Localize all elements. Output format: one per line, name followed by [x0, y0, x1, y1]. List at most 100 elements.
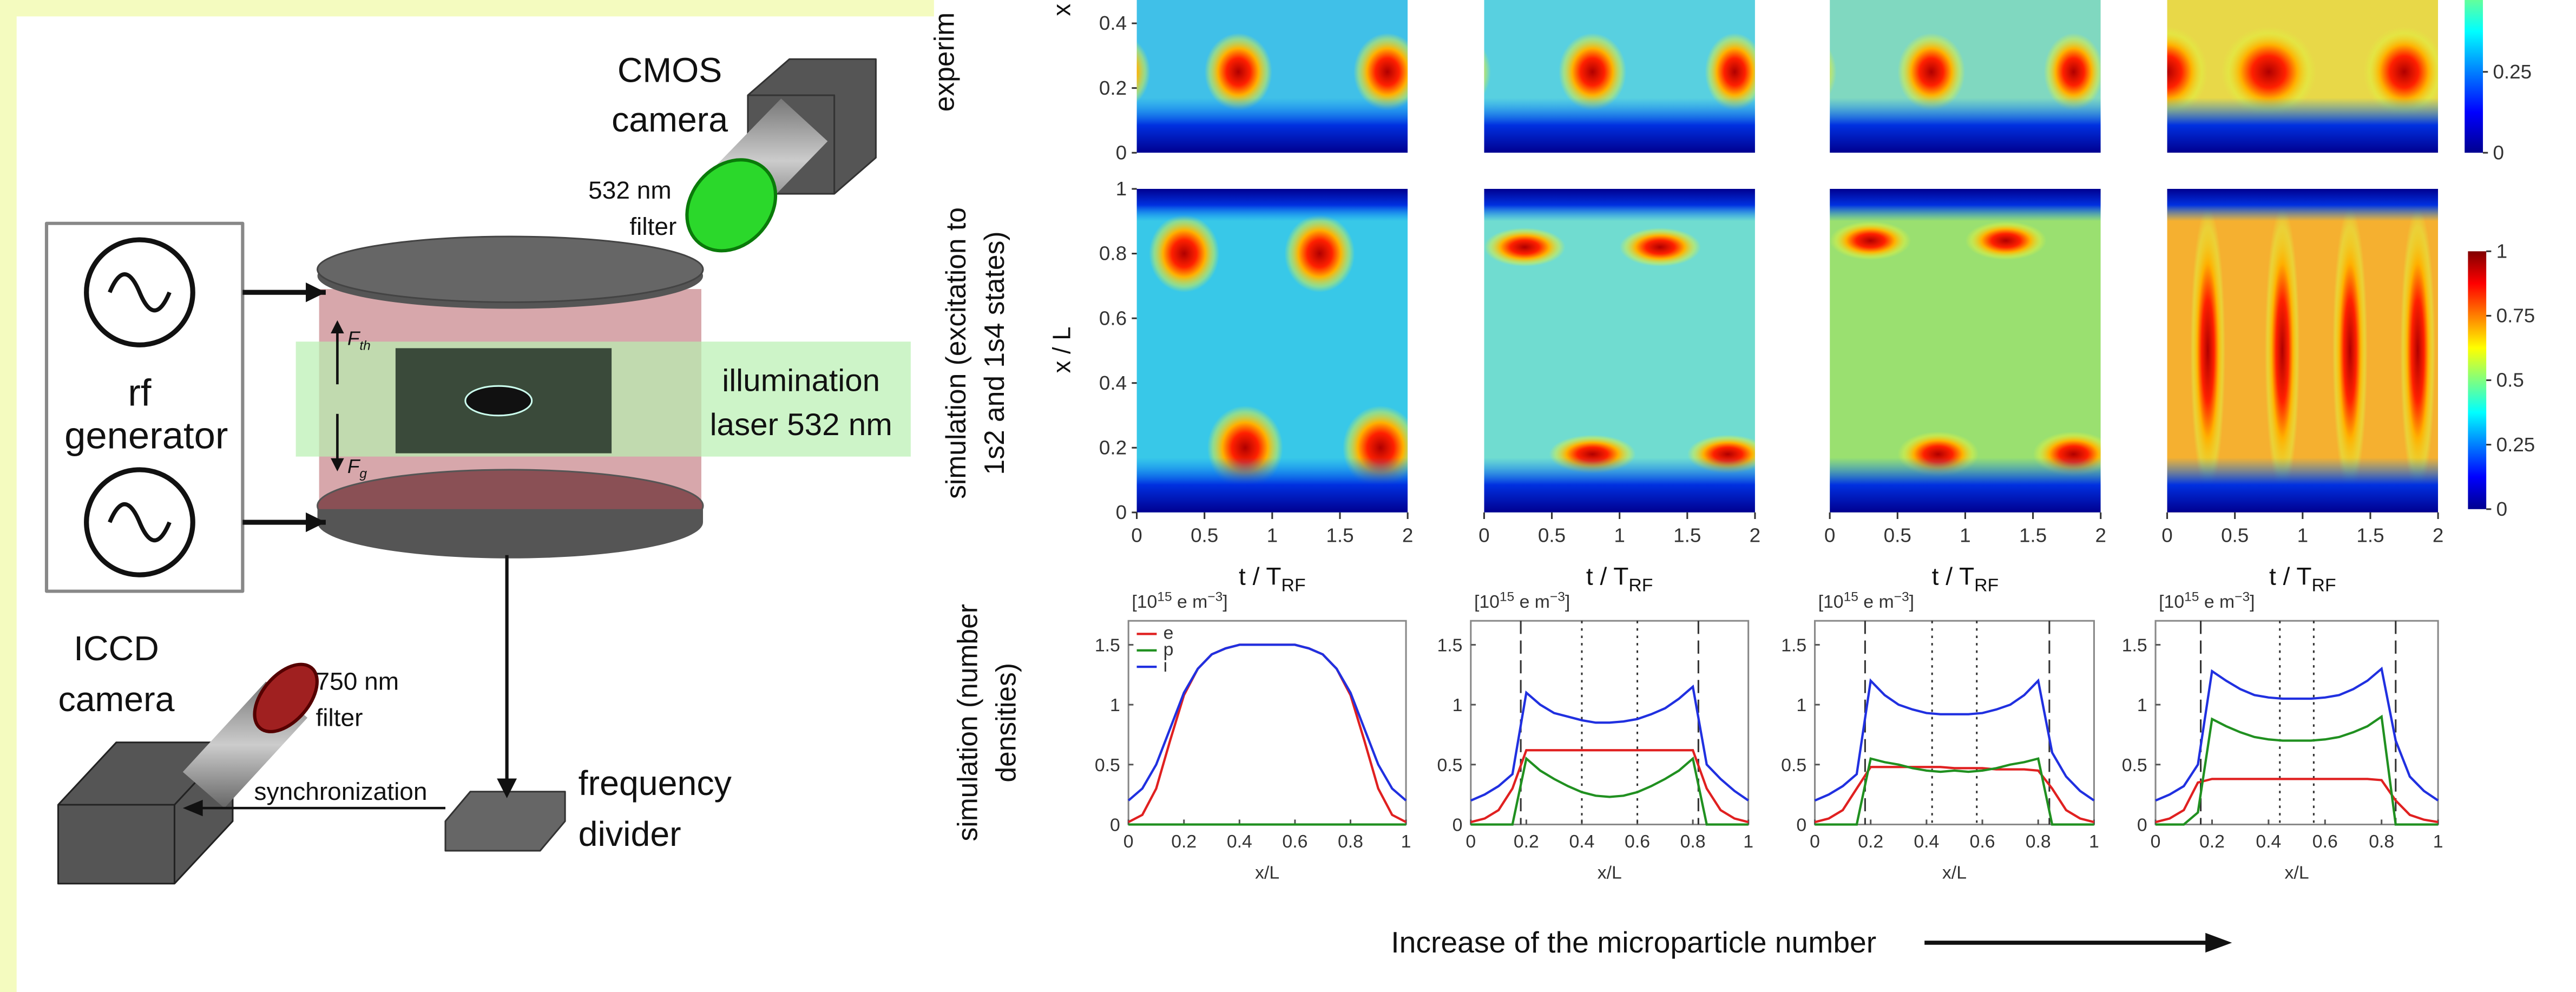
heatmap	[1136, 188, 1408, 513]
y-tick-label: 0	[1116, 501, 1127, 523]
label-part: 15	[1500, 590, 1514, 605]
label-part: ]	[2250, 592, 2255, 612]
heatmap	[2167, 188, 2439, 513]
label-part: [10	[1818, 592, 1844, 612]
heatmap-blob	[2332, 205, 2368, 496]
x-tick-label: 0.6	[1625, 832, 1650, 852]
colorbar	[2465, 0, 2483, 153]
y-tick-label: 1	[1110, 695, 1120, 715]
axis-label: x / L	[1048, 326, 1075, 373]
heatmap-blob	[2043, 33, 2101, 111]
row-label: 1s2 and 1s4 states)	[978, 231, 1010, 475]
unit-label: [1015 e m−3]	[1132, 590, 1227, 612]
x-tick-label: 0.2	[1858, 832, 1883, 852]
row-label: experim	[928, 12, 960, 111]
density-line	[1470, 684, 1749, 802]
x-tick-label: 0.4	[1914, 832, 1939, 852]
unit-label: [1015 e m−3]	[1474, 590, 1570, 612]
generator-box	[44, 221, 245, 593]
x-tick-label: 0	[1131, 524, 1142, 547]
x-tick-label: 0.4	[2256, 832, 2281, 852]
heatmap-blob	[1284, 214, 1355, 293]
legend-label: p	[1164, 640, 1174, 660]
y-tick-label: 0	[1453, 816, 1463, 836]
colorbar-tick-label: 0.25	[2496, 433, 2535, 456]
heatmap-blob	[1484, 227, 1566, 267]
label: 532 nm	[588, 176, 672, 204]
sheath-band	[2167, 457, 2439, 513]
x-tick-label: 0	[1478, 524, 1489, 547]
label: filter	[316, 704, 363, 732]
y-tick-label: 0.5	[1781, 756, 1806, 776]
colorbar-tick-label: 0.5	[2493, 0, 2520, 2]
label-part: e m	[1514, 592, 1550, 612]
y-tick-label: 0.6	[1099, 307, 1127, 329]
label-part: RF	[1628, 576, 1653, 596]
x-tick-label: 0.2	[1514, 832, 1539, 852]
sheath-band	[1136, 188, 1408, 221]
colorbar-tick-label: 0.5	[2496, 369, 2524, 391]
x-tick-label: 0.6	[2312, 832, 2338, 852]
label: Fth	[347, 327, 371, 353]
x-tick-label: 1.5	[2019, 524, 2047, 547]
heatmap-blob	[1204, 33, 1272, 111]
x-tick-label: 2	[1402, 524, 1413, 547]
label-part: t / T	[1586, 563, 1628, 590]
label-part: 15	[1157, 590, 1172, 605]
label-part: t / T	[1932, 563, 1974, 590]
label: camera	[612, 100, 728, 139]
x-axis-label: x/L	[1942, 863, 1967, 883]
density-line	[1470, 749, 1749, 824]
x-tick-label: 0	[1466, 832, 1476, 852]
x-tick-label: 1.5	[1326, 524, 1353, 547]
heatmap-blob	[2400, 205, 2436, 496]
y-tick-label: 1	[1453, 695, 1463, 715]
x-tick-label: 0.6	[1282, 832, 1307, 852]
x-axis-label: t / TRF	[1586, 563, 1653, 596]
plot-frame	[1813, 620, 2095, 825]
row-label: simulation (excitation to	[940, 207, 971, 499]
axis-label: x	[1048, 4, 1075, 16]
label-part: t / T	[1239, 563, 1281, 590]
label-part: −3	[2235, 590, 2250, 605]
sheath-band	[1136, 97, 1408, 153]
sheath-band	[1830, 188, 2101, 221]
y-tick-label: 0.4	[1099, 12, 1127, 34]
sheath-band	[1830, 97, 2101, 153]
x-tick-label: 0.8	[2369, 832, 2394, 852]
x-tick-label: 0.5	[1884, 524, 1911, 547]
label-part: F	[347, 455, 361, 477]
x-tick-label: 1.5	[1673, 524, 1701, 547]
heatmap-blob	[1136, 41, 1151, 103]
x-tick-label: 2	[2433, 524, 2443, 547]
y-tick-label: 1.5	[1095, 636, 1120, 656]
heatmap-blob	[1897, 33, 1966, 111]
label: CMOS	[617, 51, 722, 90]
x-tick-label: 0	[2161, 524, 2172, 547]
x-tick-label: 0.8	[1338, 832, 1363, 852]
heatmap	[1484, 188, 1755, 513]
label: frequency	[579, 764, 732, 803]
unit-label: [1015 e m−3]	[2159, 590, 2255, 612]
label: rf	[128, 371, 152, 414]
y-tick-label: 1.5	[2122, 636, 2147, 656]
sheath-band	[1484, 457, 1755, 513]
colorbar	[2468, 251, 2487, 509]
x-tick-label: 2	[2095, 524, 2106, 547]
legend-label: e	[1164, 623, 1174, 643]
label-part: ]	[1223, 592, 1227, 612]
arrow-head	[497, 778, 517, 798]
label: generator	[64, 414, 228, 457]
x-tick-label: 0.2	[1171, 832, 1197, 852]
x-axis-label: t / TRF	[1932, 563, 1999, 596]
sheath-band	[1136, 457, 1408, 513]
label-part: 15	[1844, 590, 1858, 605]
x-axis-label: t / TRF	[1239, 563, 1306, 596]
x-tick-label: 0.8	[1680, 832, 1706, 852]
label-part: e m	[2199, 592, 2235, 612]
x-tick-label: 0.5	[1191, 524, 1218, 547]
heatmap-blob	[2264, 205, 2300, 496]
x-tick-label: 0.5	[2221, 524, 2249, 547]
y-tick-label: 0.5	[2122, 756, 2147, 776]
